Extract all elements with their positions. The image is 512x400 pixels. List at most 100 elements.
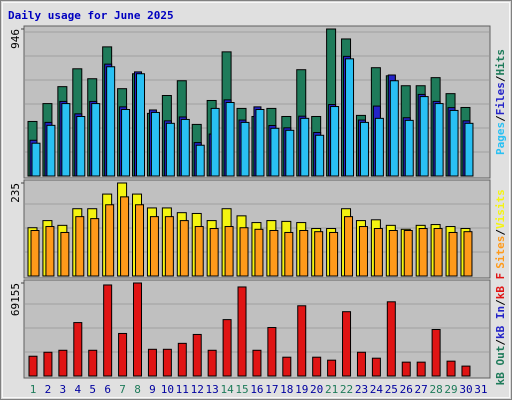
bar — [149, 216, 159, 277]
bar — [120, 196, 130, 277]
legend: kB Out/kB In/kB F — [494, 273, 507, 386]
bar — [162, 348, 172, 377]
bar — [449, 109, 459, 177]
bar — [58, 349, 68, 377]
bar — [282, 356, 292, 377]
y-tick-label: 235 — [9, 183, 22, 203]
x-tick-label: 24 — [370, 383, 384, 396]
bar — [330, 106, 340, 177]
x-tick-label: 14 — [220, 383, 234, 396]
bar — [91, 103, 101, 177]
bar — [210, 107, 220, 177]
bar — [312, 356, 322, 377]
legend-entry: kB In — [494, 306, 507, 339]
x-tick-label: 31 — [474, 383, 487, 396]
bar — [463, 231, 473, 277]
x-tick-label: 10 — [161, 383, 174, 396]
bar — [135, 204, 145, 277]
x-tick-label: 18 — [280, 383, 293, 396]
legend-separator: / — [494, 299, 507, 306]
chart-title: Daily usage for June 2025 — [8, 9, 174, 22]
bar — [225, 102, 235, 177]
bar — [300, 117, 310, 177]
bar — [431, 328, 441, 377]
bar — [103, 284, 113, 377]
x-tick-label: 4 — [74, 383, 81, 396]
bar — [61, 103, 71, 177]
bar — [76, 115, 86, 177]
bar — [30, 229, 40, 277]
x-tick-label: 19 — [295, 383, 308, 396]
x-tick-label: 17 — [265, 383, 278, 396]
bar — [388, 229, 398, 277]
bar — [88, 349, 98, 377]
bar — [255, 108, 265, 177]
bar — [448, 231, 458, 277]
bar — [179, 220, 189, 277]
bar — [373, 228, 383, 277]
bar — [239, 227, 249, 277]
x-tick-label: 29 — [444, 383, 457, 396]
bar — [464, 122, 474, 177]
bar — [207, 349, 217, 377]
x-tick-label: 1 — [30, 383, 37, 396]
x-tick-label: 20 — [310, 383, 323, 396]
bar — [240, 121, 250, 177]
bar — [73, 322, 83, 377]
x-tick-label: 30 — [459, 383, 472, 396]
legend-entry: kB Out — [494, 346, 507, 386]
x-tick-label: 23 — [355, 383, 368, 396]
x-tick-label: 3 — [60, 383, 67, 396]
bar — [404, 119, 414, 177]
x-tick-label: 27 — [415, 383, 428, 396]
bar — [359, 121, 369, 177]
bar — [195, 144, 205, 177]
x-tick-label: 11 — [176, 383, 189, 396]
bar — [461, 365, 471, 377]
legend: Sites/Visits — [494, 189, 507, 269]
bar — [329, 231, 339, 277]
x-tick-label: 25 — [385, 383, 398, 396]
bar — [133, 282, 143, 377]
bar — [121, 108, 131, 177]
bar — [90, 218, 100, 277]
bar — [31, 142, 41, 177]
bar — [105, 204, 115, 277]
bar — [358, 226, 368, 277]
legend-separator: / — [494, 115, 507, 122]
legend-entry: Sites — [494, 236, 507, 269]
bar — [165, 122, 175, 177]
bar — [418, 228, 428, 277]
legend-separator: / — [494, 75, 507, 82]
bar — [389, 80, 399, 177]
bar — [434, 103, 444, 177]
x-tick-label: 15 — [235, 383, 248, 396]
x-tick-label: 9 — [149, 383, 156, 396]
x-tick-label: 6 — [104, 383, 111, 396]
x-tick-label: 7 — [119, 383, 126, 396]
bar — [60, 231, 70, 277]
bar — [344, 216, 354, 277]
bar — [136, 73, 146, 177]
bar — [43, 351, 53, 377]
x-tick-label: 12 — [191, 383, 204, 396]
bar — [118, 332, 128, 377]
bar — [45, 226, 55, 277]
bar — [192, 333, 202, 377]
x-tick-label: 22 — [340, 383, 353, 396]
y-tick-label: 946 — [9, 29, 22, 49]
bar — [314, 231, 324, 277]
bar — [180, 118, 190, 177]
legend-entry: Visits — [494, 189, 507, 229]
bar — [254, 228, 264, 277]
x-tick-label: 5 — [89, 383, 96, 396]
legend-entry: Pages — [494, 122, 507, 155]
bar — [342, 311, 352, 377]
bar — [269, 229, 279, 277]
bar — [224, 226, 234, 277]
bar — [270, 127, 280, 177]
bar — [356, 351, 366, 377]
bar — [416, 361, 426, 377]
x-tick-label: 13 — [206, 383, 219, 396]
